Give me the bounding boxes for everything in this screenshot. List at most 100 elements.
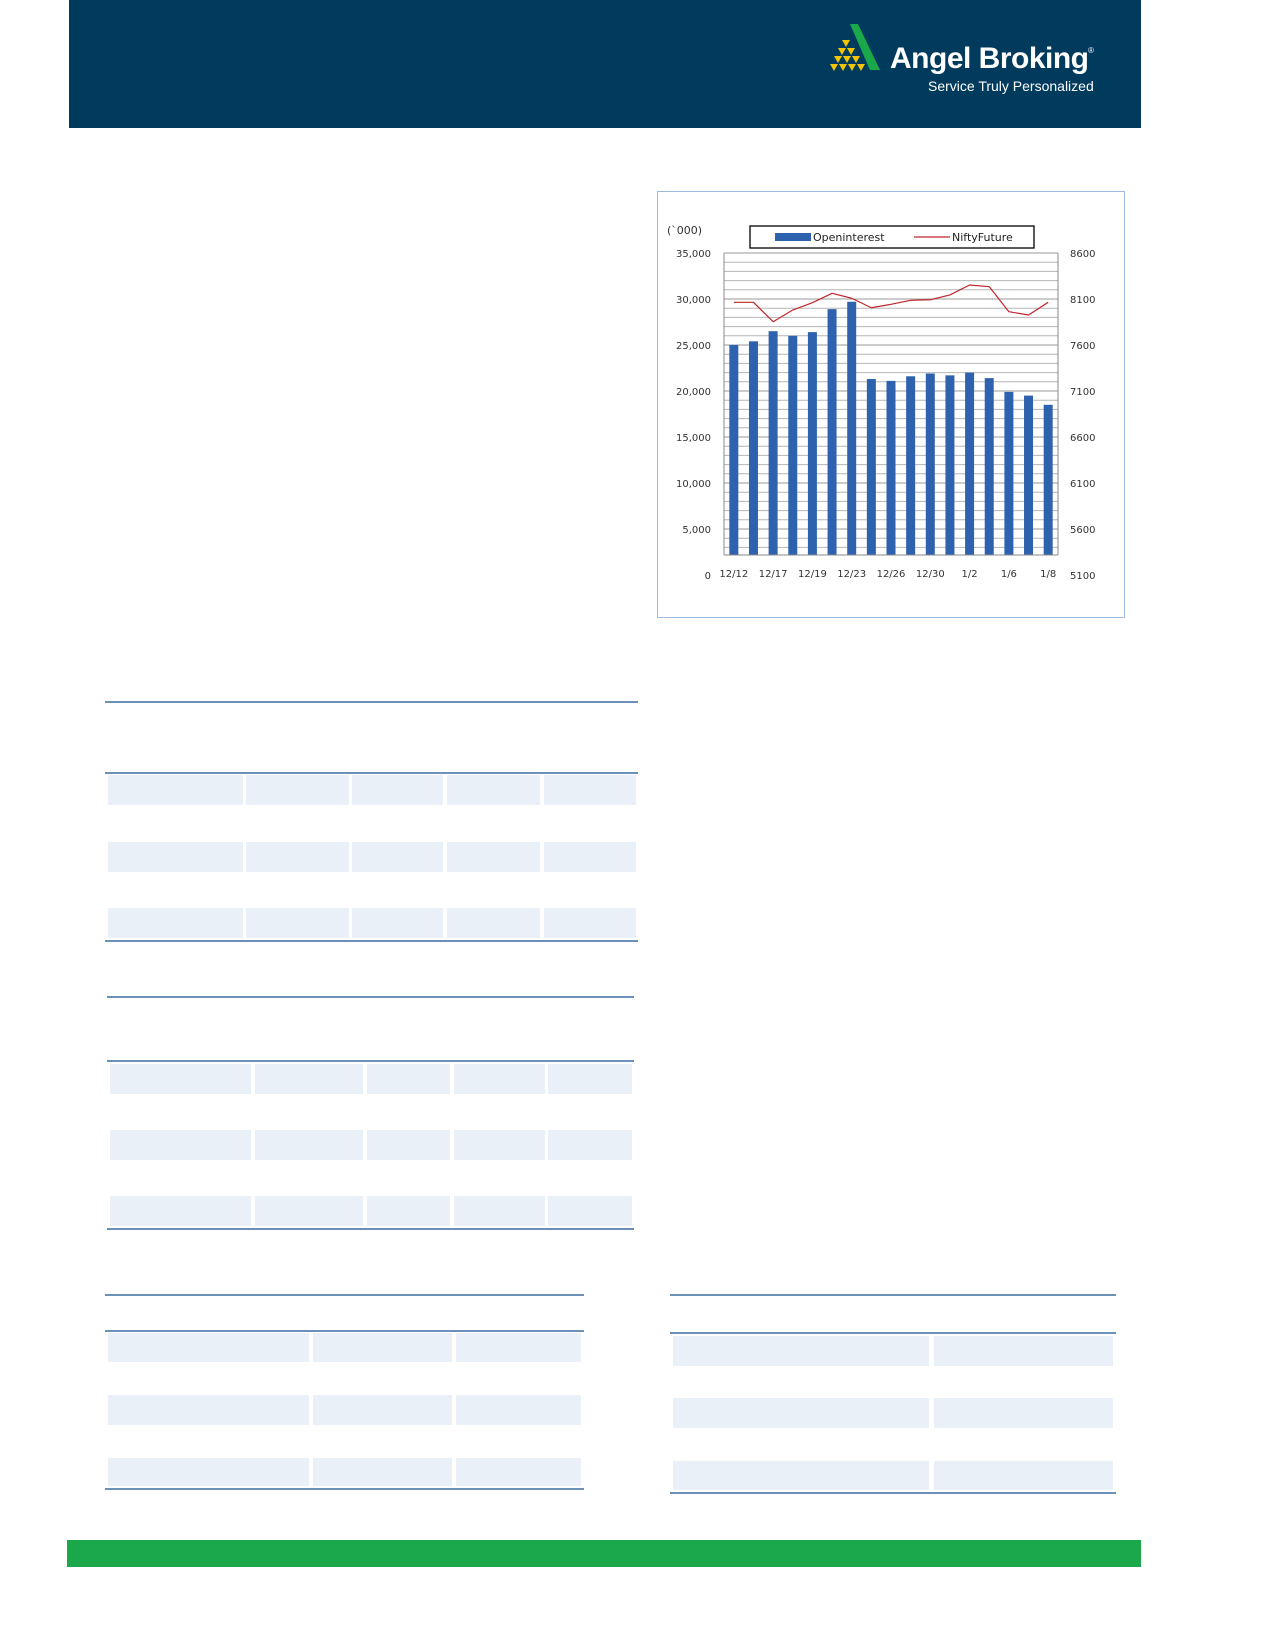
table-cell (108, 1333, 309, 1362)
table-cell (246, 775, 349, 805)
table-rule (670, 1294, 1116, 1296)
bar-openinterest (925, 373, 935, 555)
bar-openinterest (729, 345, 739, 555)
table-cell (934, 1461, 1113, 1490)
table-cell (110, 1130, 251, 1160)
table-cell (367, 1130, 450, 1160)
x-tick-label: 12/12 (719, 569, 748, 580)
brand-tagline: Service Truly Personalized (928, 78, 1094, 94)
table-rule (107, 996, 634, 998)
x-tick-label: 12/30 (916, 569, 945, 580)
bar-openinterest (748, 341, 758, 555)
bar-openinterest (788, 335, 798, 555)
table-cell (544, 775, 636, 805)
y-right-tick-label: 5600 (1070, 525, 1095, 536)
table-cell (454, 1196, 545, 1226)
table-cell (367, 1064, 450, 1094)
table-rule (105, 1330, 584, 1332)
bar-openinterest (1004, 391, 1014, 555)
registered-mark: ® (1088, 46, 1094, 55)
table-rule (105, 940, 638, 942)
footer-bar (67, 1540, 1141, 1567)
table-rule (670, 1332, 1116, 1334)
table-cell (108, 1395, 309, 1425)
y-left-tick-label: 0 (705, 571, 711, 582)
open-interest-chart: (`000) 0 5,000 10,000 15,000 20,000 25,000 30,… (667, 224, 1095, 582)
table-cell (454, 1130, 545, 1160)
table-cell (548, 1130, 632, 1160)
table-rule (105, 772, 638, 774)
x-tick-label: 12/23 (837, 569, 866, 580)
table-cell (548, 1196, 632, 1226)
bar-openinterest (906, 376, 916, 555)
table-cell (255, 1130, 363, 1160)
bar-openinterest (1024, 395, 1034, 555)
y-left-tick-label: 20,000 (676, 387, 711, 398)
table-cell (447, 775, 540, 805)
table-cell (313, 1458, 452, 1486)
table-cell (108, 775, 243, 805)
line-niftyfuture (733, 284, 1049, 323)
y-left-tick-label: 10,000 (676, 479, 711, 490)
table-cell (108, 1458, 309, 1486)
bar-openinterest (807, 332, 817, 555)
legend-swatch-openinterest (775, 233, 811, 241)
x-tick-label: 12/19 (798, 569, 827, 580)
bar-openinterest (847, 301, 857, 555)
y-right-tick-label: 8600 (1070, 249, 1095, 260)
table-cell (246, 842, 349, 872)
bar-openinterest (984, 378, 994, 555)
header-banner (69, 0, 1141, 128)
y-left-tick-label: 30,000 (676, 295, 711, 306)
legend: Openinterest NiftyFuture (749, 225, 1035, 249)
bar-openinterest (1043, 404, 1053, 555)
table-cell (313, 1333, 452, 1362)
table-cell (447, 842, 540, 872)
table-cell (673, 1398, 929, 1428)
bar-openinterest (965, 372, 975, 555)
table-cell (255, 1196, 363, 1226)
legend-label-niftyfuture: NiftyFuture (952, 231, 1013, 244)
table-cell (454, 1064, 545, 1094)
y-right-tick-label: 7600 (1070, 341, 1095, 352)
brand-name: Angel Broking (890, 42, 1089, 75)
table-cell (108, 842, 243, 872)
y-left-tick-label: 15,000 (676, 433, 711, 444)
table-cell (673, 1336, 929, 1366)
table-rule (670, 1492, 1116, 1494)
bar-openinterest (866, 379, 876, 555)
y-right-tick-label: 5100 (1070, 571, 1095, 582)
table-rule (105, 1488, 584, 1490)
table-cell (313, 1395, 452, 1425)
x-tick-label: 12/17 (759, 569, 788, 580)
table-rule (107, 1228, 634, 1230)
bar-openinterest (768, 331, 778, 555)
table-cell (108, 908, 243, 938)
table-cell (246, 908, 349, 938)
table-cell (110, 1196, 251, 1226)
table-cell (934, 1336, 1113, 1366)
bar-openinterest (886, 380, 896, 555)
chart-frame (657, 191, 1125, 618)
y-right-tick-label: 8100 (1070, 295, 1095, 306)
table-cell (673, 1461, 929, 1490)
y-left-tick-label: 25,000 (676, 341, 711, 352)
table-rule (107, 1060, 634, 1062)
bar-openinterest (945, 375, 955, 555)
table-rule (105, 701, 638, 703)
y-right-tick-label: 7100 (1070, 387, 1095, 398)
table-cell (544, 842, 636, 872)
y-right-tick-label: 6100 (1070, 479, 1095, 490)
bar-openinterest (827, 309, 837, 555)
table-cell (110, 1064, 251, 1094)
table-cell (367, 1196, 450, 1226)
y-right-tick-label: 6600 (1070, 433, 1095, 444)
table-cell (934, 1398, 1113, 1428)
x-tick-label: 1/2 (962, 569, 978, 580)
table-cell (456, 1458, 581, 1486)
table-cell (352, 775, 443, 805)
table-cell (456, 1333, 581, 1362)
table-cell (447, 908, 540, 938)
y-left-tick-label: 5,000 (682, 525, 711, 536)
